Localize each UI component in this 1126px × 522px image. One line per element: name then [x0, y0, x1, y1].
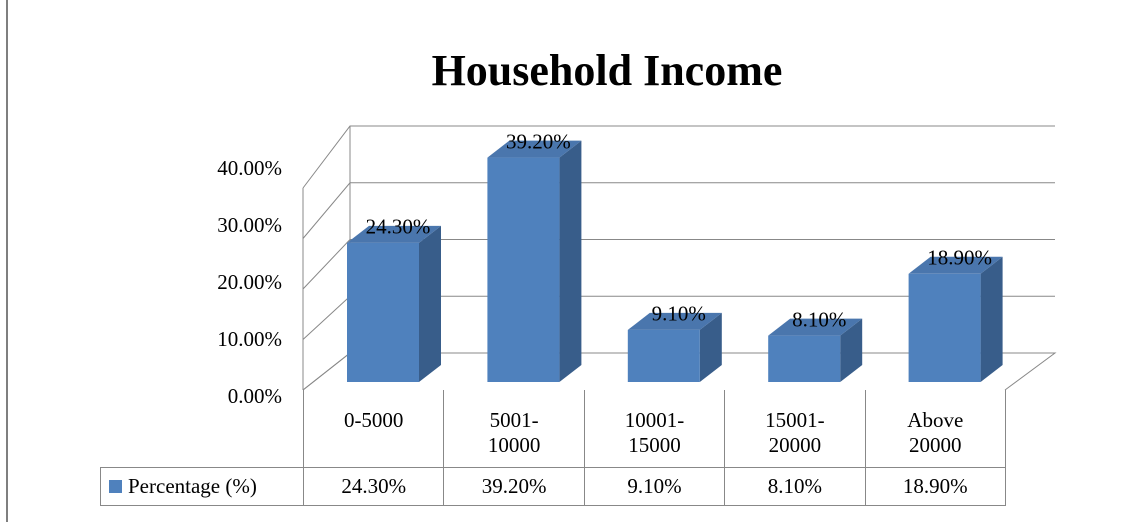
bar-side — [419, 225, 441, 382]
x-tick-label: 10001-15000 — [583, 390, 726, 468]
data-label: 18.90% — [927, 246, 992, 270]
bar-top — [627, 312, 722, 330]
data-label: 8.10% — [792, 307, 846, 331]
y-tick-label: 10.00% — [217, 327, 282, 351]
chart-title: Household Income — [432, 46, 783, 95]
x-tick-label: 15001-20000 — [724, 390, 866, 468]
data-label: 39.20% — [506, 129, 571, 153]
y-tick-label: 40.00% — [217, 156, 282, 180]
table-value: 18.90% — [864, 467, 1006, 506]
bar-side — [840, 318, 863, 382]
legend-cell: Percentage (%) — [100, 467, 304, 506]
bar-top — [768, 318, 863, 336]
bar — [627, 329, 700, 382]
x-tick-label: Above 20000 — [864, 390, 1006, 468]
table-value: 8.10% — [724, 467, 866, 506]
bar-top — [347, 225, 441, 243]
table-value: 24.30% — [303, 467, 445, 506]
bar — [908, 273, 981, 382]
bar-side — [980, 256, 1003, 382]
data-label: 9.10% — [652, 302, 706, 326]
bar — [768, 335, 841, 382]
bar-side — [559, 140, 582, 382]
legend-swatch — [109, 480, 122, 493]
bar-top — [908, 256, 1003, 274]
legend-label: Percentage (%) — [128, 474, 257, 498]
x-tick-label: 0-5000 — [303, 390, 445, 468]
y-tick-label: 0.00% — [228, 384, 282, 408]
grid-line — [302, 125, 1055, 189]
data-label: 24.30% — [366, 215, 431, 239]
bar-side — [699, 312, 722, 382]
bar — [487, 157, 560, 382]
table-value: 39.20% — [443, 467, 585, 506]
y-tick-label: 20.00% — [217, 270, 282, 294]
bar — [347, 242, 419, 382]
table-value: 9.10% — [583, 467, 726, 506]
y-tick-label: 30.00% — [217, 213, 282, 237]
x-tick-label: 5001-10000 — [443, 390, 585, 468]
bar-top — [487, 140, 582, 158]
